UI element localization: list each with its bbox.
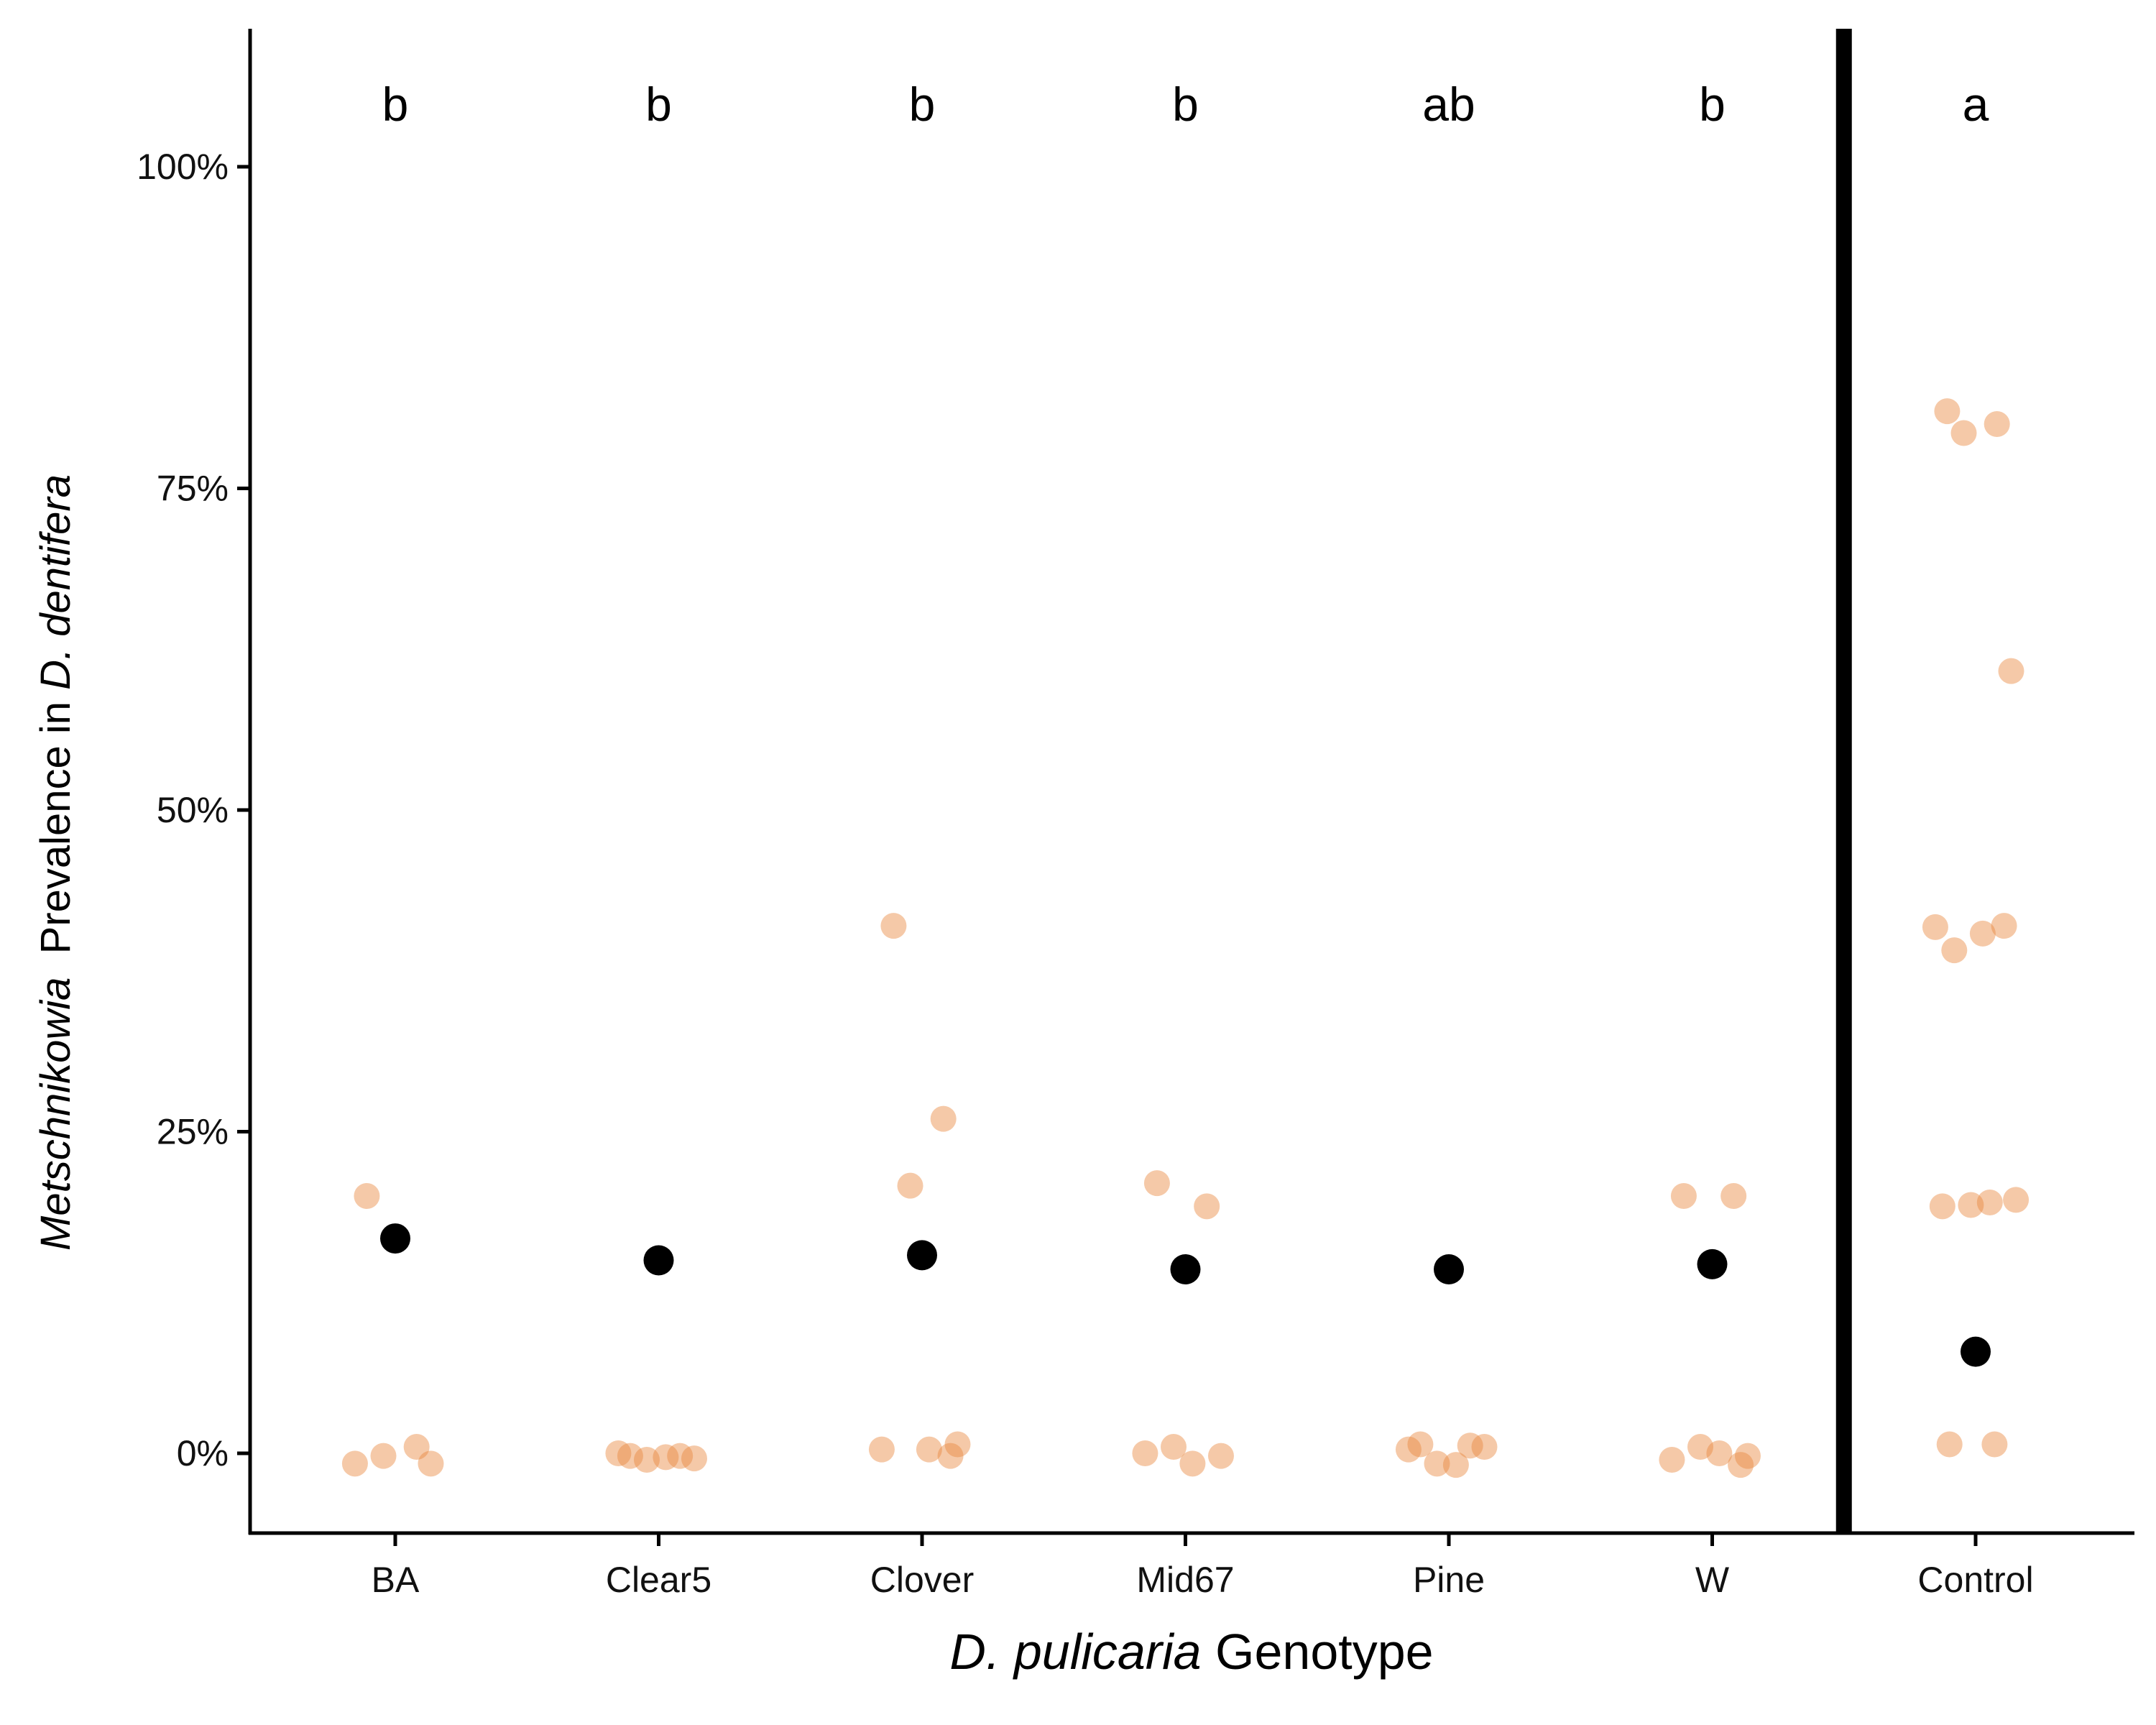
x-tick-label: W bbox=[1695, 1560, 1730, 1600]
replicate-point bbox=[1424, 1450, 1450, 1477]
replicate-point bbox=[1161, 1434, 1187, 1460]
replicate-point bbox=[1442, 1452, 1469, 1478]
y-axis-ticks: 0% 25% 50% 75% 100% bbox=[137, 147, 250, 1473]
replicate-point bbox=[1457, 1432, 1483, 1459]
replicate-point bbox=[944, 1431, 971, 1458]
y-tick-label: 25% bbox=[157, 1112, 229, 1152]
y-tick-label: 50% bbox=[157, 790, 229, 830]
replicate-point bbox=[916, 1436, 942, 1463]
replicate-point bbox=[2003, 1187, 2030, 1213]
x-tick-label: Mid67 bbox=[1136, 1560, 1234, 1600]
replicate-point bbox=[1720, 1183, 1747, 1209]
significance-letter: ab bbox=[1422, 78, 1475, 131]
replicate-point bbox=[1984, 411, 2010, 437]
replicate-points bbox=[341, 398, 2030, 1478]
replicate-point bbox=[868, 1436, 895, 1463]
replicate-point bbox=[1941, 937, 1968, 964]
replicate-point bbox=[1934, 398, 1961, 425]
mean-point bbox=[1434, 1254, 1464, 1285]
x-tick-label: BA bbox=[372, 1560, 420, 1600]
significance-letter: b bbox=[382, 78, 409, 131]
significance-letter: b bbox=[1699, 78, 1726, 131]
replicate-point bbox=[897, 1172, 923, 1199]
x-tick-label: Clover bbox=[870, 1560, 974, 1600]
replicate-point bbox=[1143, 1170, 1170, 1197]
significance-letter: a bbox=[1963, 78, 1989, 131]
y-tick-label: 100% bbox=[137, 147, 229, 187]
replicate-point bbox=[1132, 1440, 1158, 1466]
replicate-point bbox=[1976, 1189, 2003, 1215]
significance-letters: b b b b ab b a bbox=[382, 78, 1989, 131]
replicate-point bbox=[1734, 1443, 1761, 1469]
axes bbox=[248, 29, 2134, 1535]
replicate-point bbox=[1936, 1431, 1963, 1458]
replicate-point bbox=[653, 1444, 679, 1471]
x-tick-label: Clear5 bbox=[606, 1560, 711, 1600]
replicate-point bbox=[1981, 1431, 2008, 1458]
replicate-point bbox=[370, 1443, 397, 1469]
replicate-point bbox=[930, 1105, 957, 1132]
mean-point bbox=[907, 1240, 937, 1271]
y-tick-label: 0% bbox=[177, 1433, 229, 1473]
replicate-point bbox=[1728, 1452, 1754, 1478]
replicate-point bbox=[1998, 658, 2024, 684]
y-axis-title-plain: Prevalence in bbox=[32, 690, 79, 978]
replicate-point bbox=[1179, 1450, 1206, 1477]
x-axis-title: D. pulicaria Genotype bbox=[949, 1624, 1433, 1680]
replicate-point bbox=[1991, 913, 2017, 939]
x-axis-ticks: BA Clear5 Clover Mid67 Pine W Control bbox=[372, 1533, 2034, 1600]
replicate-point bbox=[341, 1450, 368, 1477]
x-tick-label: Pine bbox=[1413, 1560, 1485, 1600]
replicate-point bbox=[1706, 1440, 1733, 1466]
replicate-point bbox=[1969, 920, 1996, 947]
replicate-point bbox=[1207, 1443, 1234, 1469]
replicate-point bbox=[1471, 1434, 1498, 1460]
replicate-point bbox=[667, 1443, 694, 1469]
replicate-point bbox=[1950, 420, 1977, 446]
replicate-point bbox=[605, 1440, 632, 1466]
replicate-point bbox=[681, 1445, 707, 1472]
y-tick-label: 75% bbox=[157, 469, 229, 509]
replicate-point bbox=[354, 1183, 380, 1209]
mean-point bbox=[380, 1223, 410, 1254]
y-axis-title-italic-genus: Metschnikowia bbox=[32, 978, 79, 1251]
replicate-point bbox=[1922, 914, 1948, 940]
y-axis-title-italic-species: D. dentifera bbox=[32, 474, 79, 690]
x-axis-title-plain: Genotype bbox=[1202, 1624, 1434, 1680]
replicate-point bbox=[617, 1443, 643, 1469]
replicate-point bbox=[418, 1450, 444, 1477]
y-axis-title: Metschnikowia Prevalence in D. dentifera bbox=[32, 474, 79, 1251]
replicate-point bbox=[1670, 1183, 1697, 1209]
replicate-point bbox=[880, 913, 907, 939]
replicate-point bbox=[1687, 1434, 1714, 1460]
replicate-point bbox=[1958, 1192, 1984, 1218]
x-axis-title-italic: D. pulicaria bbox=[949, 1624, 1201, 1680]
replicate-point bbox=[1929, 1193, 1955, 1220]
x-tick-label: Control bbox=[1917, 1560, 2033, 1600]
significance-letter: b bbox=[645, 78, 672, 131]
mean-point bbox=[1170, 1254, 1201, 1285]
significance-letter: b bbox=[1172, 78, 1199, 131]
replicate-point bbox=[1194, 1193, 1220, 1220]
replicate-point bbox=[937, 1443, 964, 1469]
mean-point bbox=[1697, 1248, 1728, 1279]
replicate-point bbox=[1395, 1436, 1422, 1463]
replicate-point bbox=[1407, 1431, 1434, 1458]
mean-point bbox=[1961, 1336, 1991, 1367]
mean-points bbox=[380, 1223, 1991, 1367]
significance-letter: b bbox=[909, 78, 936, 131]
mean-point bbox=[643, 1245, 674, 1276]
replicate-point bbox=[403, 1434, 430, 1460]
replicate-point bbox=[1659, 1446, 1685, 1473]
replicate-point bbox=[634, 1446, 660, 1473]
